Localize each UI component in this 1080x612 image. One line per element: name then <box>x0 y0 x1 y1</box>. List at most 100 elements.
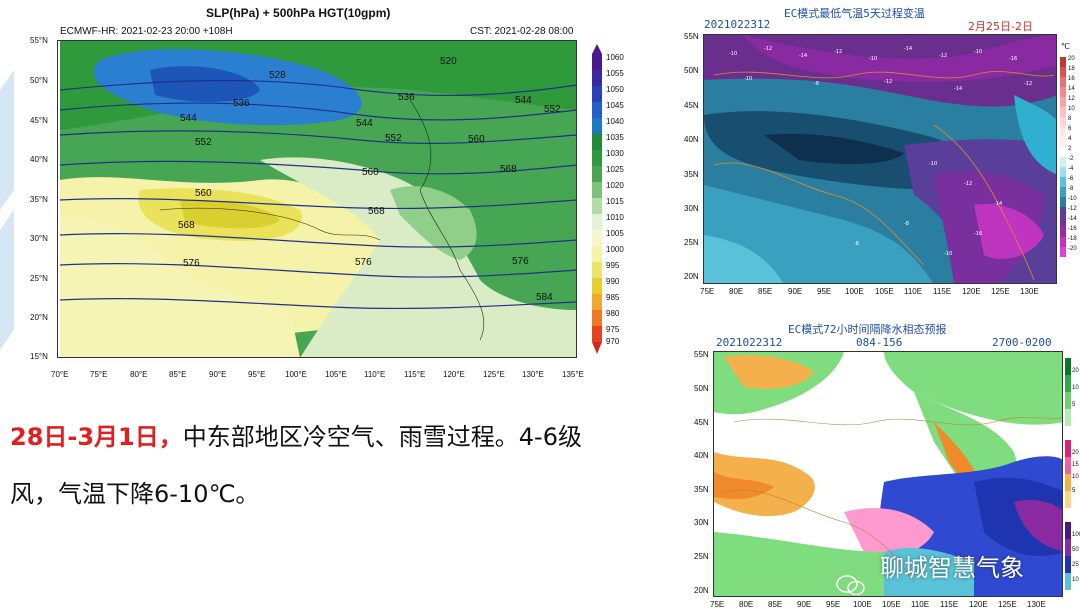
temp-lat-label: 30N <box>684 204 699 213</box>
slp-lon-label: 135°E <box>562 370 584 379</box>
slp-map-valid-time: CST: 2021-02-28 08:00 <box>470 26 574 37</box>
sleet-cbar-label: 15 <box>1072 462 1079 468</box>
contour-label: 560 <box>195 188 212 199</box>
temp-lon-label: 110E <box>904 287 923 296</box>
precip-lat-label: 35N <box>694 485 709 494</box>
slp-cbar-label: 980 <box>606 309 620 318</box>
rain-cbar-label: 10 <box>1072 385 1079 391</box>
temp-lon-label: 95E <box>817 287 832 296</box>
headline-date-range: 28日-3月1日， <box>10 423 183 451</box>
contour-label: 568 <box>178 220 195 231</box>
contour-label: 528 <box>269 70 286 81</box>
contour-label: 560 <box>362 167 379 178</box>
svg-text:-10: -10 <box>729 51 737 57</box>
precip-lon-label: 120E <box>969 600 988 609</box>
slp-cbar-label: 1025 <box>606 165 624 174</box>
precip-rain-colorbar <box>1065 358 1071 426</box>
slp-cbar-label: 1030 <box>606 149 624 158</box>
temp-cbar-label: -8 <box>1068 186 1074 192</box>
slp-cbar-label: 1055 <box>606 69 624 78</box>
slp-cbar-label: 995 <box>606 261 620 270</box>
temp-lon-label: 120E <box>962 287 981 296</box>
temp-lon-label: 130E <box>1020 287 1039 296</box>
temp-cbar-label: 2 <box>1068 146 1072 152</box>
precip-lon-label: 125E <box>998 600 1017 609</box>
svg-text:-14: -14 <box>994 201 1002 207</box>
slp-lon-label: 70°E <box>51 370 69 379</box>
temp-lat-label: 50N <box>684 66 699 75</box>
precip-lon-label: 115E <box>940 600 959 609</box>
svg-text:-14: -14 <box>904 46 912 52</box>
slp-lat-label: 35°N <box>30 195 48 204</box>
contour-label: 576 <box>183 258 200 269</box>
temp-lat-label: 35N <box>684 170 699 179</box>
slp-cbar-label: 1015 <box>606 197 624 206</box>
temp-lon-label: 115E <box>933 287 952 296</box>
svg-text:-12: -12 <box>884 79 892 85</box>
contour-label: 520 <box>440 56 457 67</box>
slp-cbar-label: 1035 <box>606 133 624 142</box>
svg-text:-8: -8 <box>904 221 909 227</box>
slp-lon-label: 95°E <box>248 370 266 379</box>
temp-cbar-label: -4 <box>1068 166 1074 172</box>
temp-lon-label: 105E <box>875 287 894 296</box>
slp-cbar-label: 970 <box>606 337 620 346</box>
contour-label: 576 <box>355 257 372 268</box>
headline-line1: 28日-3月1日，中东部地区冷空气、雨雪过程。4-6级 <box>10 420 650 454</box>
temp-cbar-label: -10 <box>1068 196 1077 202</box>
precip-lat-label: 25N <box>694 552 709 561</box>
temp-lon-label: 125E <box>991 287 1010 296</box>
snow-cbar-label: 50 <box>1072 547 1079 553</box>
contour-label: 552 <box>544 104 561 115</box>
contour-label: 568 <box>500 164 517 175</box>
slp-lon-label: 85°E <box>169 370 187 379</box>
temp-lon-label: 90E <box>788 287 803 296</box>
slp-cbar-label: 1020 <box>606 181 624 190</box>
slp-cbar-label: 1010 <box>606 213 624 222</box>
contour-label: 544 <box>356 118 373 129</box>
temp-cbar-label: 4 <box>1068 136 1072 142</box>
slp-lon-label: 130°E <box>522 370 544 379</box>
snow-cbar-label: 10 <box>1072 577 1079 583</box>
slp-map-graphic <box>60 40 577 358</box>
temp-cbar-label: 16 <box>1068 76 1075 82</box>
snow-cbar-label: 100 <box>1072 532 1080 538</box>
slp-map-model-info: ECMWF-HR: 2021-02-23 20:00 +108H <box>60 26 233 37</box>
temp-cbar-label: -18 <box>1068 236 1077 242</box>
svg-text:-12: -12 <box>1024 81 1032 87</box>
slp-cbar-label: 1040 <box>606 117 624 126</box>
sleet-cbar-label: 5 <box>1072 488 1076 494</box>
temp-cbar-label: 20 <box>1068 56 1075 62</box>
slp-map-title: SLP(hPa) + 500hPa HGT(10gpm) <box>206 6 391 20</box>
temp-cbar-label: -16 <box>1068 226 1077 232</box>
svg-text:-16: -16 <box>1009 56 1017 62</box>
slp-lon-label: 125°E <box>483 370 505 379</box>
temp-lat-label: 25N <box>684 238 699 247</box>
watermark-text: 聊城智慧气象 <box>880 554 1024 582</box>
temp-cbar-label: 6 <box>1068 126 1072 132</box>
svg-text:-6: -6 <box>854 241 859 247</box>
slp-lon-label: 120°E <box>443 370 465 379</box>
headline-line2: 风，气温下降6-10℃。 <box>10 480 260 508</box>
contour-label: 552 <box>385 133 402 144</box>
contour-label: 568 <box>368 206 385 217</box>
rain-cbar-label: 20 <box>1072 368 1079 374</box>
slp-lon-label: 75°E <box>90 370 108 379</box>
svg-text:-10: -10 <box>869 56 877 62</box>
slp-cbar-label: 1045 <box>606 101 624 110</box>
temp-map-run: 2021022312 <box>704 18 771 31</box>
precip-map-graphic <box>714 352 1062 596</box>
slp-lat-label: 15°N <box>30 352 48 361</box>
temp-cbar-label: -20 <box>1068 246 1077 252</box>
precip-lon-label: 75E <box>710 600 725 609</box>
slp-cbar-label: 1005 <box>606 229 624 238</box>
sleet-cbar-label: 10 <box>1072 474 1079 480</box>
temp-lon-label: 85E <box>758 287 773 296</box>
temp-lon-label: 80E <box>729 287 744 296</box>
contour-label: 560 <box>468 134 485 145</box>
precip-lon-label: 130E <box>1027 600 1046 609</box>
temp-lon-label: 75E <box>700 287 715 296</box>
slide-left-decoration <box>0 70 14 350</box>
precip-lat-label: 30N <box>694 518 709 527</box>
precip-lat-label: 55N <box>694 350 709 359</box>
